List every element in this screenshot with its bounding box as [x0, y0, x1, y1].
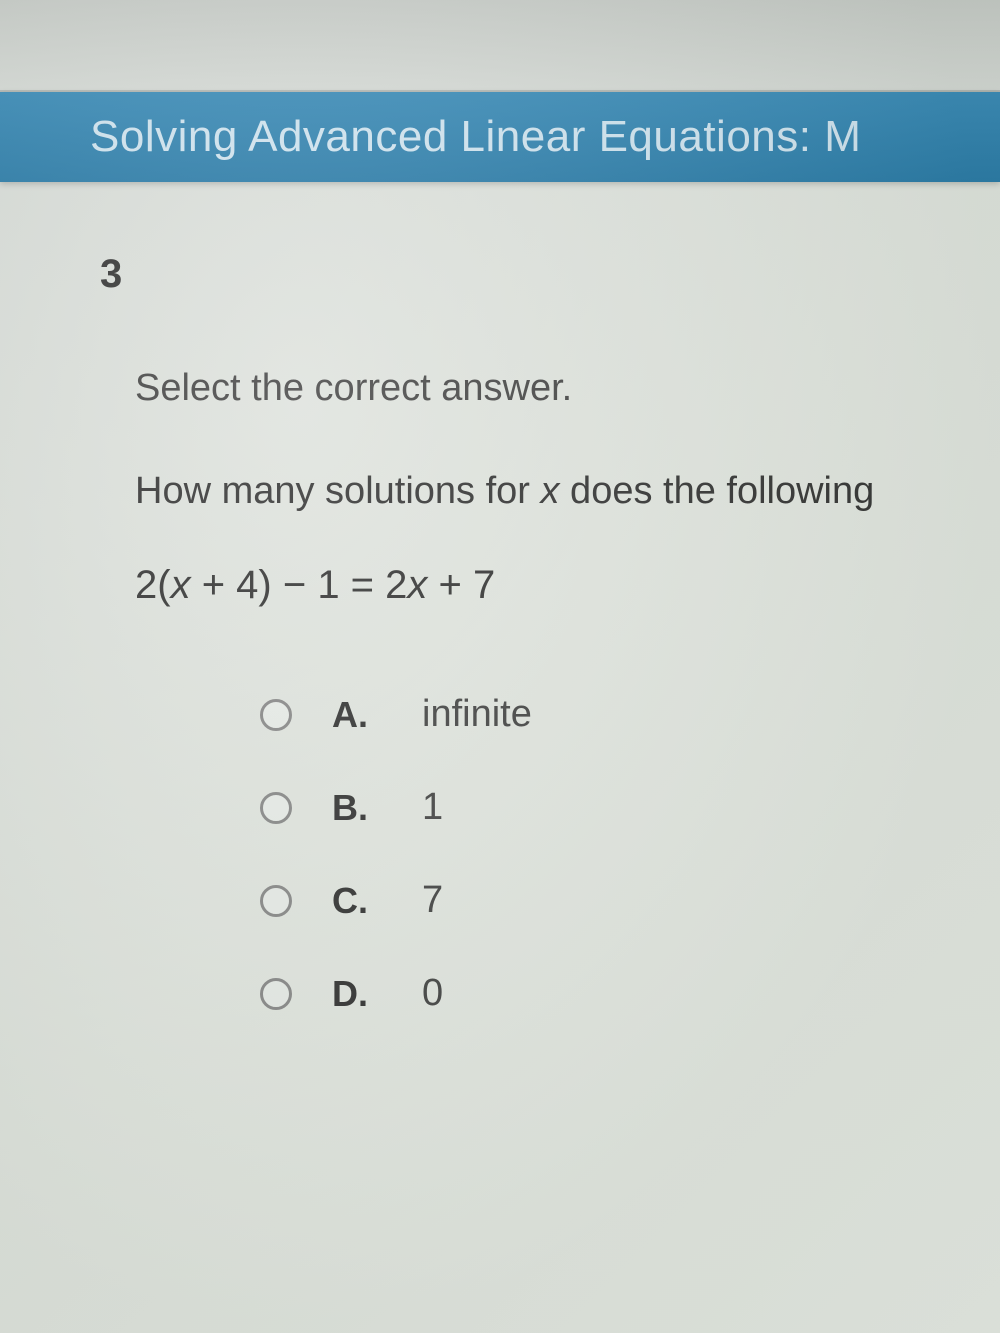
option-letter: C.: [332, 880, 392, 922]
option-a[interactable]: A. infinite: [260, 693, 980, 736]
radio-icon[interactable]: [260, 885, 292, 917]
lesson-header: Solving Advanced Linear Equations: M: [0, 92, 1000, 182]
prompt-variable: x: [541, 470, 560, 512]
option-letter: B.: [332, 787, 392, 829]
radio-icon[interactable]: [260, 978, 292, 1010]
option-text: 1: [422, 786, 443, 829]
eq-v1: x: [171, 563, 191, 607]
eq-p3: + 7: [427, 563, 495, 607]
eq-p2: + 4) − 1 = 2: [191, 563, 408, 607]
prompt-prefix: How many solutions for: [135, 470, 541, 512]
options-list: A. infinite B. 1 C. 7 D. 0: [260, 693, 980, 1015]
option-c[interactable]: C. 7: [260, 879, 980, 922]
question-panel: 3 Select the correct answer. How many so…: [0, 182, 1000, 1085]
eq-p1: 2(: [135, 563, 171, 607]
option-letter: A.: [332, 694, 392, 736]
question-prompt: How many solutions for x does the follow…: [135, 470, 980, 513]
radio-icon[interactable]: [260, 792, 292, 824]
prompt-suffix: does the following: [560, 470, 875, 512]
question-number: 3: [100, 252, 980, 297]
option-letter: D.: [332, 973, 392, 1015]
radio-icon[interactable]: [260, 699, 292, 731]
option-text: infinite: [422, 693, 532, 736]
eq-v2: x: [407, 563, 427, 607]
top-spacer: [0, 0, 1000, 92]
option-d[interactable]: D. 0: [260, 972, 980, 1015]
option-b[interactable]: B. 1: [260, 786, 980, 829]
equation: 2(x + 4) − 1 = 2x + 7: [135, 563, 980, 608]
instruction-text: Select the correct answer.: [135, 367, 980, 410]
lesson-title: Solving Advanced Linear Equations: M: [90, 112, 861, 162]
option-text: 7: [422, 879, 443, 922]
option-text: 0: [422, 972, 443, 1015]
